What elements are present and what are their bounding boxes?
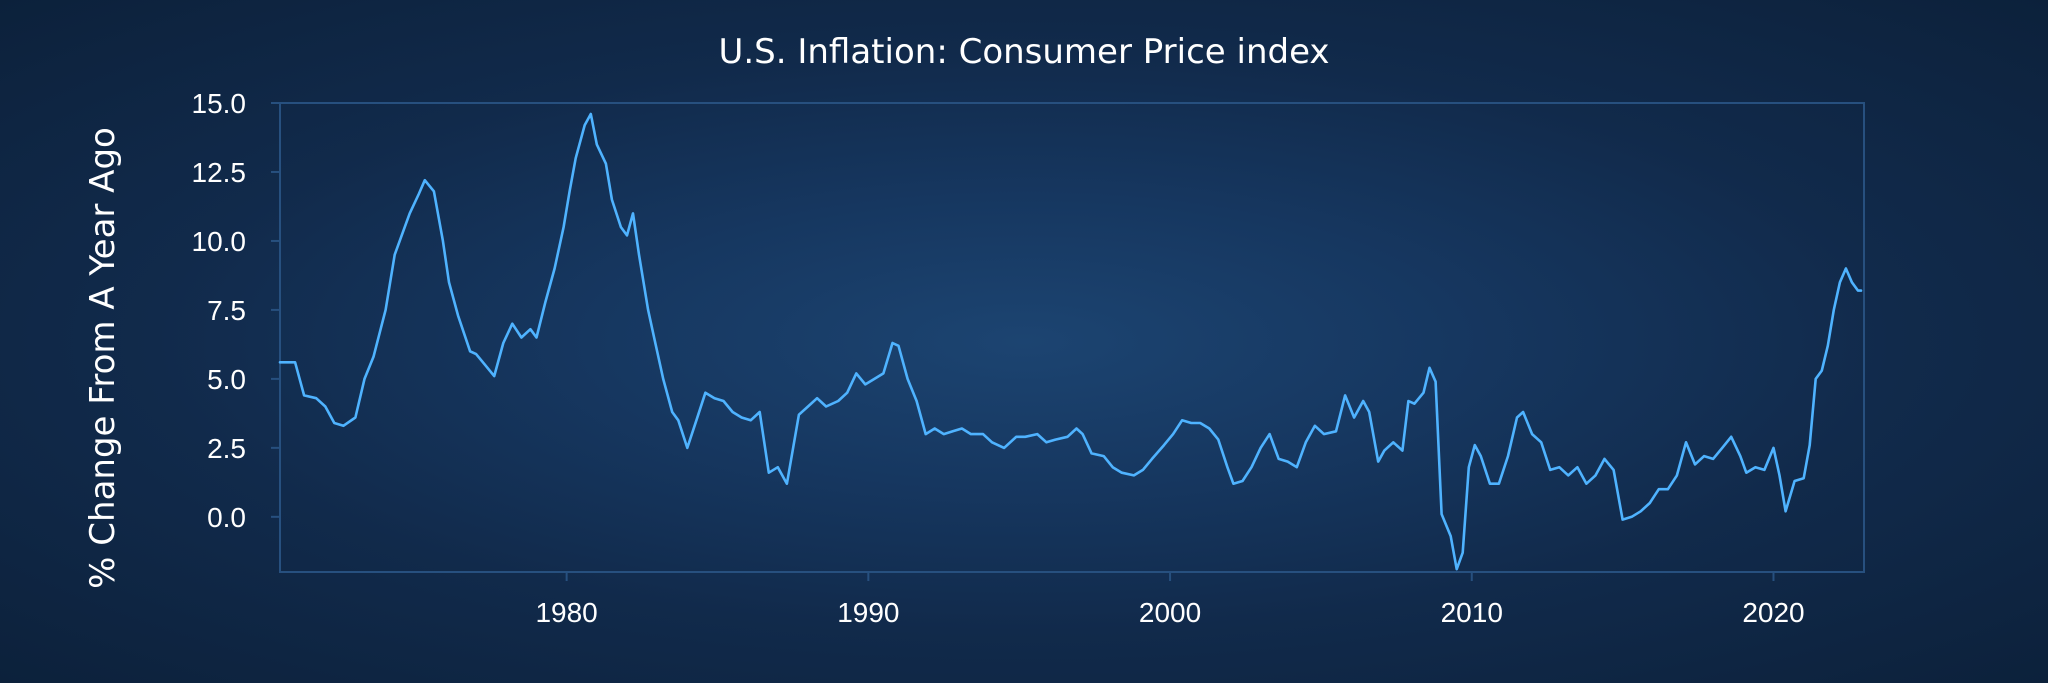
y-tick-label: 15.0 (192, 88, 247, 119)
x-tick-label: 2020 (1742, 597, 1804, 628)
y-tick-label: 5.0 (207, 364, 246, 395)
x-tick-label: 2000 (1139, 597, 1201, 628)
y-axis-label: % Change From A Year Ago (83, 127, 123, 589)
y-tick-label: 0.0 (207, 502, 246, 533)
x-tick-label: 1980 (535, 597, 597, 628)
y-tick-label: 2.5 (207, 433, 246, 464)
x-tick-label: 2010 (1441, 597, 1503, 628)
chart-title: U.S. Inflation: Consumer Price index (718, 32, 1329, 72)
y-tick-label: 12.5 (192, 157, 247, 188)
y-axis-ticks: 0.0 2.5 5.0 7.5 10.0 12.5 15.0 (192, 88, 280, 533)
y-tick-label: 7.5 (207, 295, 246, 326)
y-tick-label: 10.0 (192, 226, 247, 257)
x-tick-label: 1990 (837, 597, 899, 628)
plot-frame (279, 102, 1865, 573)
cpi-inflation-line (278, 112, 1863, 571)
x-axis-ticks: 1980 1990 2000 2010 2020 (535, 572, 1805, 628)
